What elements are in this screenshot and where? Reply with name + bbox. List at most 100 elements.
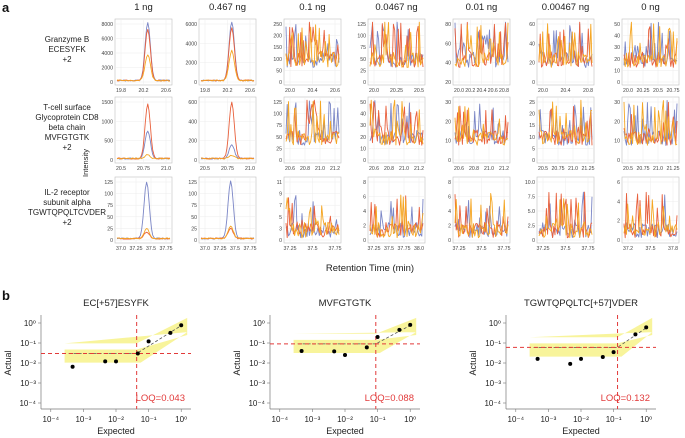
y-tick-label: 0 [194, 80, 197, 86]
y-tick-label: 10⁻¹ [249, 339, 265, 348]
chromatogram-cell: 0 25 50 75 100 125 20.0 20.25 20.5 [357, 18, 426, 94]
x-tick-label: 20.5 [414, 88, 424, 94]
y-tick-label: 0 [194, 238, 197, 244]
chromatogram-cell: 0 10 20 30 40 50 20.6 20.8 21.0 21.2 [360, 96, 426, 172]
x-tick-label: 20.8 [583, 88, 593, 94]
calibration-plot: MVFGTGTK 10⁻⁴ 10⁻³ 10⁻² 10⁻¹ 10⁰ 10⁻⁴ 10⁻³ 10⁻² 1… [232, 298, 420, 436]
y-tick-label: 0 [110, 158, 113, 164]
x-tick-label: 37.25 [284, 246, 297, 252]
data-point [343, 353, 347, 357]
trace-line [285, 195, 340, 239]
data-point [611, 350, 616, 355]
chromatogram-cell: 0 10 20 30 40 50 20.0 20.25 20.5 20.75 [614, 18, 680, 94]
data-point [299, 349, 304, 353]
trace-line [285, 24, 340, 68]
x-tick-label: 21.2 [499, 166, 509, 172]
data-point [179, 323, 184, 328]
panel-b-label: b [2, 288, 10, 303]
y-tick-label: 75 [191, 203, 197, 209]
x-tick-label: 10⁰ [175, 415, 187, 424]
trace-line [285, 197, 340, 239]
y-tick-label: 4 [617, 199, 620, 205]
trace-line [116, 154, 171, 160]
data-point [332, 349, 337, 354]
fit-line [297, 325, 411, 345]
confidence-band [529, 317, 653, 357]
panel-a-label: a [2, 0, 10, 15]
x-tick-label: 19.8 [200, 88, 210, 94]
x-tick-label: 20.5 [653, 88, 663, 94]
x-tick-label: 21.0 [315, 166, 325, 172]
x-tick-label: 20.0 [623, 88, 633, 94]
x-tick-label: 10⁻² [573, 415, 589, 424]
y-tick-label: 50 [360, 100, 366, 106]
calibration-title: MVFGTGTK [319, 298, 372, 309]
y-tick-label: 0 [110, 80, 113, 86]
data-point [644, 325, 649, 330]
data-point [114, 359, 118, 364]
y-tick-label: 250 [273, 22, 282, 28]
y-tick-label: 50 [614, 22, 620, 28]
y-tick-label: 40 [614, 34, 620, 40]
trace-line [200, 154, 255, 160]
chromatogram-cell: 20 40 60 80 20.0 20.2 20.4 20.6 20.8 [445, 18, 511, 94]
y-tick-label: 20 [360, 135, 366, 141]
chromatogram-cell: 0 2 4 6 37.2 37.5 37.8 [617, 176, 680, 252]
calibration-title: TGWTQPQLTC[+57]VDER [524, 298, 638, 309]
y-tick-label: 0 [110, 238, 113, 244]
chromatogram-grid: 1 ng 0.467 ng 0.1 ng 0.0467 ng 0.01 ng 0.0046… [28, 2, 680, 252]
y-tick-label: 100 [357, 34, 366, 40]
row-label-line: Glycoprotein CD8 [35, 113, 99, 122]
y-tick-label: 5.0 [528, 209, 535, 215]
y-tick-label: 4000 [101, 51, 113, 57]
chromatogram-cell: 0 10 20 30 20.6 20.8 21.0 21.2 [445, 96, 511, 172]
x-tick-label: 37.0 [200, 246, 210, 252]
y-tick-label: 10⁻⁴ [19, 399, 36, 408]
y-tick-label: 10⁻² [485, 359, 501, 368]
calibration-title: EC[+57]ESYFK [83, 298, 149, 309]
x-tick-label: 37.25 [130, 246, 143, 252]
y-tick-label: 10⁻¹ [20, 339, 36, 348]
y-tick-label: 10 [614, 68, 620, 74]
row-label-line: T-cell surface [43, 103, 91, 112]
x-tick-label: 37.5 [560, 246, 570, 252]
chromatogram-cell: 0 3 5 7 9 11 37.25 37.5 37.75 [277, 176, 342, 252]
trace-line [623, 21, 678, 68]
data-point [568, 361, 573, 366]
x-tick-label: 37.5 [230, 246, 240, 252]
x-tick-label: 37.0 [116, 246, 126, 252]
loq-label: LOQ=0.132 [601, 393, 650, 404]
x-tick-label: 20.6 [285, 166, 295, 172]
y-tick-label: 40 [445, 61, 451, 67]
x-tick-label: 37.5 [307, 246, 317, 252]
trace-line [369, 194, 424, 239]
x-tick-label: 37.75 [244, 246, 257, 252]
data-point [535, 356, 540, 361]
x-tick-label: 20.8 [469, 166, 479, 172]
y-tick-label: 25 [276, 146, 282, 152]
row-label-line: +2 [62, 143, 72, 152]
x-tick-label: 37.75 [329, 246, 342, 252]
row-label-line: IL-2 receptor [44, 188, 90, 197]
x-tick-label: 37.75 [160, 246, 173, 252]
x-tick-label: 20.0 [285, 88, 295, 94]
y-tick-label: 4 [363, 209, 366, 215]
x-tick-label: 20.5 [538, 166, 548, 172]
y-axis-title: Actual [3, 350, 13, 375]
y-tick-label: 4000 [185, 41, 197, 47]
trace-line [369, 99, 424, 146]
y-tick-label: 0 [448, 238, 451, 244]
trace-line [454, 192, 509, 239]
y-tick-label: 50 [276, 68, 282, 74]
data-point [135, 351, 140, 356]
y-tick-label: 60 [529, 22, 535, 28]
y-tick-label: 0 [363, 238, 366, 244]
y-tick-label: 125 [188, 180, 197, 186]
x-tick-label: 10⁻¹ [606, 415, 622, 424]
trace-line [454, 105, 509, 146]
chromatogram-cell: 0 10 20 30 20.5 20.75 21.0 21.25 [614, 96, 680, 172]
y-tick-label: 100 [188, 192, 197, 198]
x-tick-label: 10⁰ [404, 415, 416, 424]
x-tick-label: 37.25 [453, 246, 466, 252]
